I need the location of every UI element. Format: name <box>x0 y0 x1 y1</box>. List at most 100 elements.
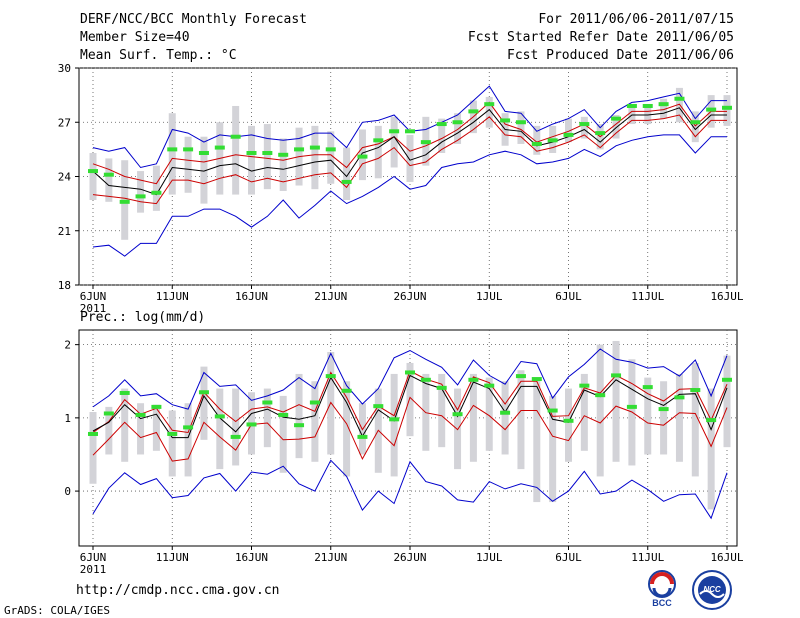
climatology-marker <box>420 377 431 382</box>
member-range-bar <box>707 388 715 510</box>
x-tick-label: 16JUL <box>710 290 743 303</box>
climatology-marker <box>88 431 98 436</box>
climatology-marker <box>373 138 384 143</box>
precip-panel-title: Prec.: log(mm/d) <box>80 310 206 325</box>
climatology-marker <box>167 431 178 436</box>
climatology-marker <box>484 102 495 107</box>
lower-band-line <box>92 114 727 205</box>
x-tick-label: 16JUL <box>710 551 743 564</box>
climatology-marker <box>167 147 178 152</box>
member-range-bar <box>121 388 129 462</box>
member-range-bar <box>485 377 493 451</box>
member-range-bar <box>612 115 620 139</box>
max-envelope-line <box>92 348 728 410</box>
climatology-marker <box>135 412 146 417</box>
climatology-marker <box>706 418 717 423</box>
member-range-bar <box>660 381 668 455</box>
member-range-bar <box>263 388 271 448</box>
member-range-bar <box>485 96 493 128</box>
x-tick-label: 21JUN <box>314 551 347 564</box>
x-tick-label: 1JUL <box>476 551 503 564</box>
member-range-bar <box>311 125 319 190</box>
member-range-bar <box>137 171 145 213</box>
member-range-bar <box>723 355 731 448</box>
member-range-bar <box>723 95 731 126</box>
climatology-marker <box>452 412 463 417</box>
climatology-marker <box>642 103 653 108</box>
x-tick-label: 26JUN <box>393 551 426 564</box>
member-range-bar <box>644 104 652 125</box>
climatology-marker <box>611 373 622 378</box>
member-range-bar <box>501 381 509 455</box>
grads-credit: GrADS: COLA/IGES <box>4 604 110 617</box>
climatology-marker <box>183 147 194 152</box>
climatology-marker <box>294 423 305 428</box>
bcc-logo: BCC <box>648 570 676 608</box>
climatology-marker <box>373 404 384 409</box>
member-range-bar <box>152 165 160 211</box>
climatology-marker <box>420 140 431 145</box>
x-tick-label: 6JUL <box>555 551 582 564</box>
climatology-marker <box>626 404 637 409</box>
climatology-marker <box>151 190 162 195</box>
climatology-marker <box>198 390 209 395</box>
climatology-marker <box>389 417 400 422</box>
member-range-bar <box>691 111 699 143</box>
member-range-bar <box>612 340 620 462</box>
climatology-marker <box>436 122 447 127</box>
member-range-bar <box>311 381 319 462</box>
member-range-bar <box>89 152 97 201</box>
variable-label: Mean Surf. Temp.: °C <box>80 48 237 63</box>
climatology-marker <box>103 411 114 416</box>
climatology-marker <box>436 385 447 390</box>
climatology-marker <box>547 408 558 413</box>
climatology-marker <box>595 131 606 136</box>
climatology-marker <box>389 129 400 134</box>
member-range-bar <box>533 381 541 503</box>
member-range-bar <box>263 124 271 190</box>
member-range-bar <box>549 395 557 503</box>
member-range-bar <box>232 105 240 195</box>
climatology-marker <box>690 120 701 125</box>
plot-frame <box>78 329 738 547</box>
member-range-bar <box>628 107 636 125</box>
climatology-marker <box>563 418 574 423</box>
climatology-marker <box>595 393 606 398</box>
y-tick-label: 21 <box>58 225 71 238</box>
refer-date: Fcst Started Refer Date 2011/06/05 <box>467 30 734 45</box>
member-size-label: Member Size=40 <box>80 30 190 45</box>
climatology-marker <box>262 150 273 155</box>
climatology-marker <box>278 412 289 417</box>
member-range-bar <box>184 136 192 193</box>
x-tick-label: 6JUN <box>80 551 107 564</box>
x-tick-label: 11JUL <box>631 551 664 564</box>
climatology-marker <box>547 138 558 143</box>
climatology-marker <box>135 194 146 199</box>
climatology-marker <box>706 107 717 112</box>
chart-panel-1: 6JUN 11JUN 16JUN 21JUN 26JUN 1JUL 6JUL 11JUL 16J… <box>58 62 744 315</box>
climatology-marker <box>531 377 542 382</box>
forecast-period: For 2011/06/06-2011/07/15 <box>538 12 734 27</box>
climatology-marker <box>690 388 701 393</box>
ensemble-mean-line <box>92 107 727 196</box>
climatology-marker <box>722 105 732 110</box>
member-range-bar <box>374 125 382 179</box>
member-range-bar <box>184 403 192 477</box>
source-url[interactable]: http://cmdp.ncc.cma.gov.cn <box>76 583 280 598</box>
climatology-marker <box>230 434 241 439</box>
y-tick-label: 27 <box>58 116 71 129</box>
climatology-marker <box>452 120 463 125</box>
x-year-label: 2011 <box>80 302 107 315</box>
climatology-marker <box>341 388 352 393</box>
climatology-marker <box>722 377 732 382</box>
climatology-marker <box>309 400 320 405</box>
climatology-marker <box>468 109 479 114</box>
climatology-marker <box>325 147 336 152</box>
chart-title: DERF/NCC/BCC Monthly Forecast <box>80 12 307 27</box>
chart-panel-2: 6JUN 11JUN 16JUN 21JUN 26JUN 1JUL 6JUL 11JUL 16J… <box>64 329 744 576</box>
y-tick-label: 1 <box>64 412 71 425</box>
climatology-marker <box>214 145 225 150</box>
x-tick-label: 6JUN <box>80 290 107 303</box>
member-range-bar <box>89 412 97 484</box>
climatology-marker <box>214 414 225 419</box>
